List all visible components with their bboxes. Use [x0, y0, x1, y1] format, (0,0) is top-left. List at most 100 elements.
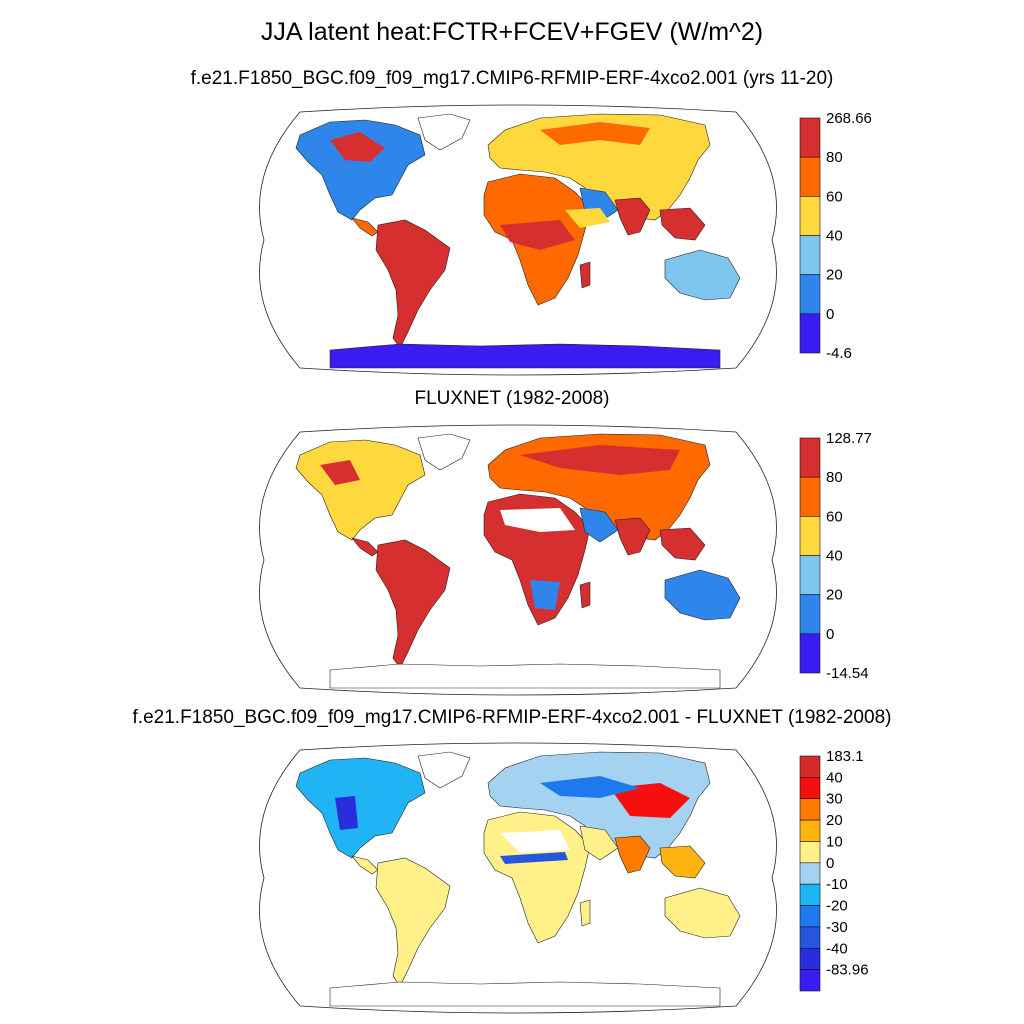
colorbar-swatch [799, 476, 821, 517]
region-northAmerica [295, 119, 426, 221]
region-madagascar [579, 899, 591, 927]
region-patch-1 [540, 122, 650, 145]
colorbar-swatch [799, 926, 821, 949]
region-patch-3 [565, 208, 610, 228]
region-antarctica [329, 981, 721, 1007]
colorbar-tick-label: 60 [826, 188, 843, 205]
region-india [614, 835, 651, 874]
region-europeAsia [487, 113, 711, 221]
region-greenland [417, 433, 471, 471]
colorbar-tick-label: 80 [826, 149, 843, 166]
colorbar-diff: 183.1 40 30 20 10 0 -10 -20 -30 -40 -83.96 [799, 748, 869, 992]
region-patch-2 [500, 220, 575, 250]
region-southAmerica [375, 219, 451, 349]
colorbar-tick-label: -14.54 [826, 665, 869, 682]
colorbar-swatch [799, 947, 821, 970]
colorbar-tick-label: 0 [826, 626, 834, 643]
figure-title: JJA latent heat:FCTR+FCEV+FGEV (W/m^2) [260, 18, 764, 46]
colorbar-tick-label: 0 [826, 306, 834, 323]
colorbar-swatch [799, 196, 821, 236]
colorbar-tick-label: 40 [826, 769, 843, 786]
colorbar-obs: 128.77 80 60 40 20 0 -14.54 [799, 430, 872, 682]
colorbar-tick-label: 30 [826, 791, 843, 808]
colorbar-tick-label: 268.66 [826, 110, 872, 127]
colorbar-swatch [799, 755, 821, 778]
panel-model-subtitle: f.e21.F1850_BGC.f09_f09_mg17.CMIP6-RFMIP… [190, 68, 834, 89]
region-arabia [579, 825, 619, 861]
region-patch-2 [500, 830, 570, 853]
colorbar-swatch [799, 841, 821, 864]
region-patch-2 [500, 508, 575, 532]
colorbar-tick-label: 20 [826, 267, 843, 284]
region-europeAsia [487, 751, 711, 859]
region-seAsia [659, 845, 706, 879]
colorbar-swatch [799, 117, 821, 158]
colorbar-swatch [799, 313, 821, 354]
region-antarctica [329, 663, 721, 689]
region-antarctica [329, 343, 721, 369]
colorbar-tick-label: 128.77 [826, 430, 872, 447]
colorbar-tick-label: 40 [826, 228, 843, 245]
region-patch-0 [610, 783, 690, 818]
region-patch-3 [530, 580, 560, 610]
map-diff [259, 742, 777, 1014]
region-madagascar [579, 261, 591, 289]
colorbar-tick-label: -20 [826, 898, 848, 915]
panel-obs-subtitle: FLUXNET (1982-2008) [414, 388, 610, 409]
region-india [614, 517, 651, 556]
colorbar-tick-label: 183.1 [826, 748, 864, 765]
colorbar-swatch [799, 437, 821, 478]
region-seAsia [659, 527, 706, 561]
colorbar-tick-label: 20 [826, 587, 843, 604]
colorbar-tick-label: -10 [826, 876, 848, 893]
region-madagascar [579, 581, 591, 609]
colorbar-swatch [799, 777, 821, 800]
region-southAmerica [375, 539, 451, 669]
panel-obs-map: 128.77 80 60 40 20 0 -14.54 [259, 424, 872, 696]
region-centralAmerica [351, 855, 379, 875]
colorbar-swatch [799, 969, 821, 992]
region-northAmerica [295, 757, 426, 859]
colorbar-tick-label: -30 [826, 919, 848, 936]
region-arabia [579, 507, 619, 543]
region-centralAmerica [351, 217, 379, 237]
colorbar-tick-label: -4.6 [826, 345, 852, 362]
colorbar-swatch [799, 633, 821, 674]
panel-model-map: 268.66 80 60 40 20 0 -4.6 [259, 104, 872, 376]
colorbar-swatch [799, 905, 821, 928]
colorbar-tick-label: 40 [826, 548, 843, 565]
colorbar-swatch [799, 819, 821, 842]
region-southAmerica [375, 857, 451, 987]
colorbar-tick-label: 10 [826, 833, 843, 850]
region-india [614, 197, 651, 236]
colorbar-tick-label: -83.96 [826, 962, 869, 979]
region-patch-0 [330, 132, 385, 162]
colorbar-swatch [799, 798, 821, 821]
region-australia [664, 569, 741, 621]
panel-diff-subtitle: f.e21.F1850_BGC.f09_f09_mg17.CMIP6-RFMIP… [132, 707, 892, 728]
region-greenland [417, 113, 471, 151]
region-patch-3 [500, 852, 568, 864]
region-patch-4 [540, 776, 640, 798]
map-model [259, 104, 777, 376]
colorbar-model: 268.66 80 60 40 20 0 -4.6 [799, 110, 872, 362]
colorbar-swatch [799, 274, 821, 315]
region-patch-0 [320, 460, 360, 485]
region-australia [664, 249, 741, 301]
colorbar-swatch [799, 594, 821, 635]
region-centralAmerica [351, 537, 379, 557]
colorbar-tick-label: -40 [826, 940, 848, 957]
colorbar-swatch [799, 555, 821, 595]
region-seAsia [659, 207, 706, 241]
colorbar-swatch [799, 516, 821, 556]
colorbar-tick-label: 80 [826, 469, 843, 486]
region-patch-1 [335, 796, 358, 830]
colorbar-tick-label: 0 [826, 855, 834, 872]
colorbar-tick-label: 20 [826, 812, 843, 829]
colorbar-swatch [799, 883, 821, 906]
colorbar-swatch [799, 862, 821, 885]
colorbar-swatch [799, 156, 821, 197]
colorbar-swatch [799, 235, 821, 275]
region-patch-1 [520, 445, 680, 475]
region-australia [664, 887, 741, 939]
